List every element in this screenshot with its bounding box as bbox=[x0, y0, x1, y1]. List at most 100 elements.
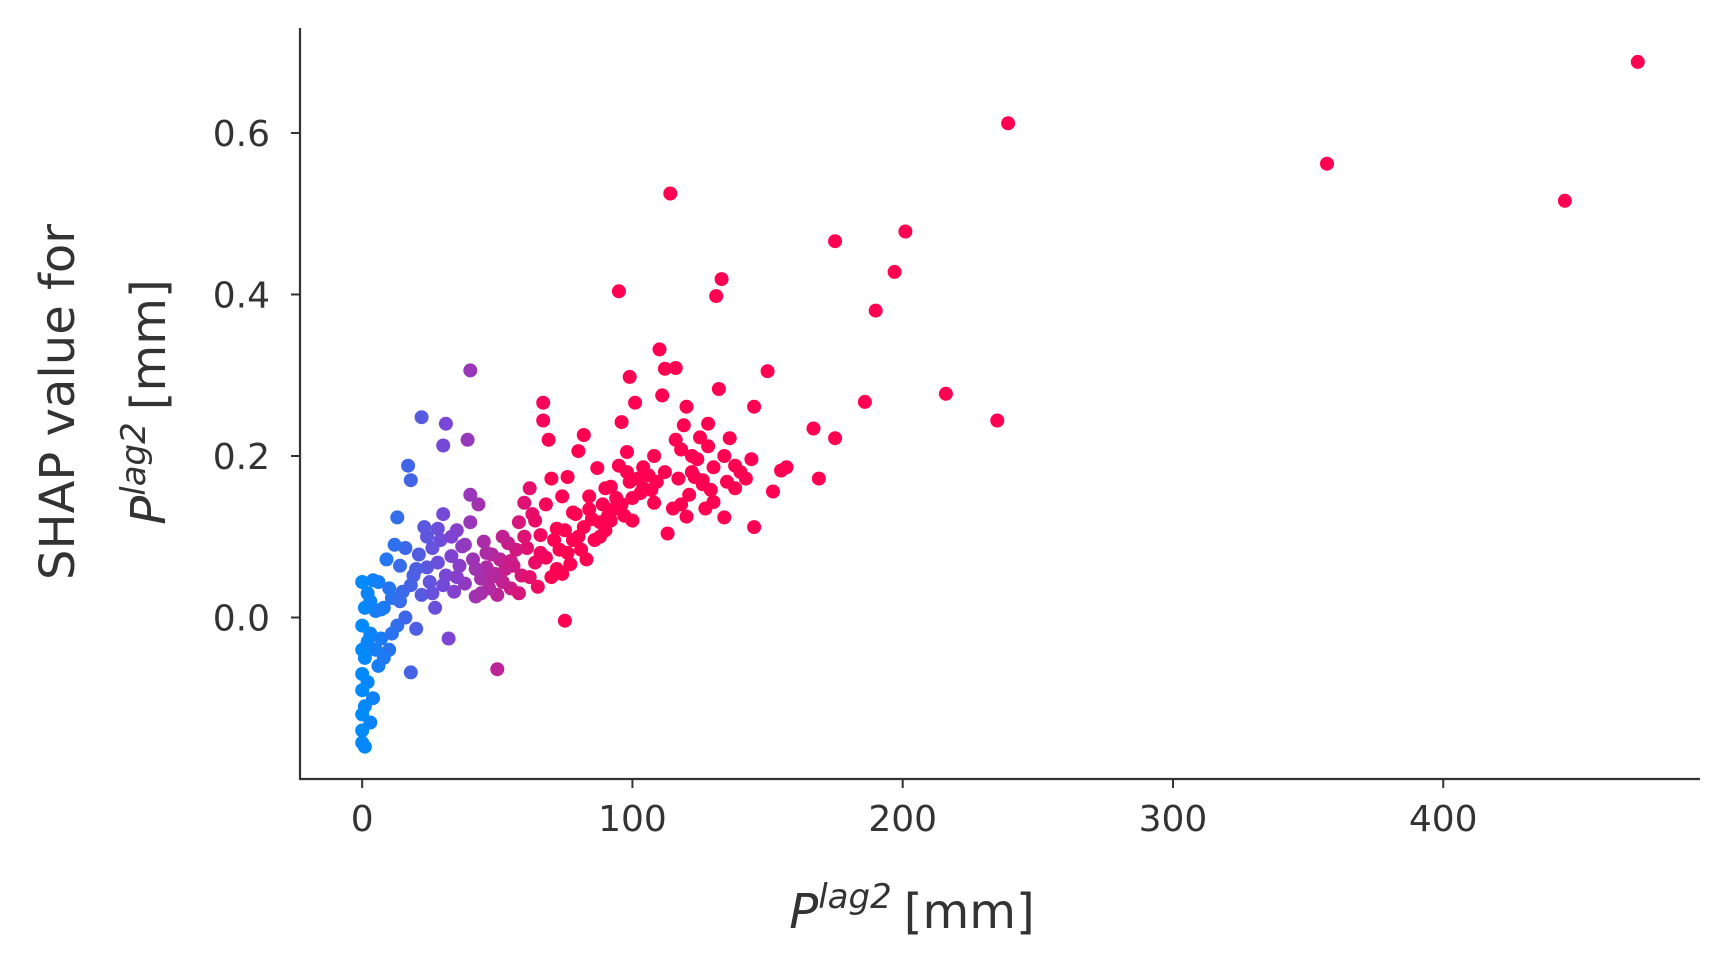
data-point bbox=[717, 449, 732, 463]
data-point bbox=[441, 631, 456, 646]
data-point bbox=[517, 495, 532, 510]
data-point bbox=[668, 432, 683, 447]
data-point bbox=[557, 613, 572, 628]
data-point bbox=[679, 509, 694, 524]
data-point bbox=[671, 471, 686, 486]
data-point bbox=[436, 507, 451, 522]
data-point bbox=[728, 481, 743, 496]
data-point bbox=[522, 481, 537, 496]
data-point bbox=[363, 594, 378, 609]
data-point bbox=[374, 631, 389, 646]
data-point bbox=[390, 510, 405, 525]
data-point bbox=[679, 399, 694, 414]
x-tick-label: 0 bbox=[351, 799, 374, 840]
data-point bbox=[806, 421, 821, 436]
data-point bbox=[625, 513, 640, 528]
y-tick-label: 0.2 bbox=[213, 437, 270, 478]
data-point bbox=[625, 491, 640, 505]
data-point bbox=[614, 497, 629, 512]
data-point bbox=[457, 537, 472, 552]
data-point bbox=[511, 515, 526, 530]
data-point bbox=[582, 502, 597, 517]
x-tick-label: 100 bbox=[598, 799, 667, 840]
data-point bbox=[709, 289, 724, 304]
data-point bbox=[628, 395, 643, 410]
data-point bbox=[536, 395, 551, 410]
data-point bbox=[355, 667, 370, 681]
data-point bbox=[447, 584, 462, 599]
data-point bbox=[747, 399, 762, 414]
data-point bbox=[355, 683, 370, 698]
data-point bbox=[647, 495, 662, 510]
data-point bbox=[614, 415, 629, 430]
data-point bbox=[536, 413, 551, 428]
data-point bbox=[398, 610, 413, 625]
scatter-points bbox=[355, 54, 1645, 754]
data-point bbox=[374, 602, 389, 617]
y-axis-title-line2: Plag2[mm] bbox=[114, 279, 177, 524]
data-point bbox=[695, 473, 710, 488]
data-point bbox=[449, 570, 464, 585]
y-tick-label: 0.4 bbox=[213, 275, 270, 316]
data-point bbox=[598, 481, 613, 496]
data-point bbox=[684, 465, 699, 480]
data-point bbox=[414, 410, 429, 425]
data-point bbox=[411, 547, 426, 562]
data-point bbox=[582, 489, 597, 504]
data-point bbox=[571, 444, 586, 459]
data-point bbox=[660, 526, 675, 541]
y-axis-title-line1: SHAP value for bbox=[30, 224, 86, 580]
data-point bbox=[747, 520, 762, 535]
data-point bbox=[636, 460, 651, 475]
data-point bbox=[555, 489, 570, 504]
data-point bbox=[760, 364, 775, 379]
data-point bbox=[387, 537, 402, 552]
data-point bbox=[495, 529, 510, 544]
data-point bbox=[355, 707, 370, 722]
data-point bbox=[403, 578, 418, 593]
data-point bbox=[533, 545, 548, 560]
data-point bbox=[774, 463, 789, 478]
data-point bbox=[409, 621, 424, 636]
data-point bbox=[463, 487, 478, 502]
data-point bbox=[460, 432, 475, 447]
data-point bbox=[547, 533, 562, 547]
data-point bbox=[682, 487, 697, 502]
data-point bbox=[714, 272, 729, 287]
data-point bbox=[355, 723, 370, 738]
data-point bbox=[436, 578, 451, 593]
data-point bbox=[430, 521, 445, 536]
data-point bbox=[590, 461, 605, 476]
data-point bbox=[560, 545, 575, 560]
data-point bbox=[898, 224, 913, 239]
data-point bbox=[403, 473, 418, 488]
data-point bbox=[420, 529, 434, 544]
data-point bbox=[693, 430, 707, 445]
data-point bbox=[463, 515, 478, 530]
data-point bbox=[490, 662, 505, 677]
data-point bbox=[663, 186, 678, 201]
data-point bbox=[520, 541, 534, 555]
data-point bbox=[620, 445, 634, 459]
data-point bbox=[468, 562, 483, 576]
data-point bbox=[622, 369, 637, 384]
data-point bbox=[436, 438, 451, 453]
data-point bbox=[366, 573, 380, 588]
data-point bbox=[357, 739, 372, 754]
data-point bbox=[701, 416, 716, 431]
data-point bbox=[1001, 116, 1016, 131]
data-point bbox=[425, 541, 440, 555]
data-point bbox=[657, 465, 672, 480]
x-tick-label: 300 bbox=[1139, 799, 1208, 840]
data-point bbox=[668, 361, 683, 375]
data-point bbox=[766, 484, 780, 499]
data-point bbox=[887, 264, 902, 279]
data-point bbox=[355, 575, 370, 589]
data-point bbox=[676, 418, 691, 433]
data-point bbox=[938, 386, 953, 401]
data-point bbox=[422, 575, 437, 589]
data-point bbox=[355, 618, 370, 633]
data-point bbox=[549, 521, 564, 536]
data-point bbox=[538, 497, 553, 512]
data-point bbox=[420, 560, 434, 575]
